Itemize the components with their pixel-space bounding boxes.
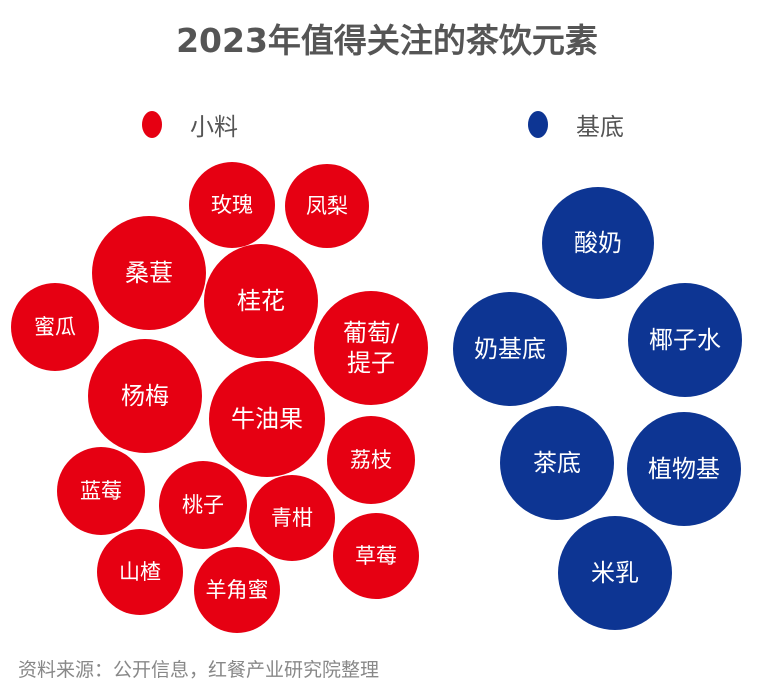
bubble-label: 牛油果 bbox=[231, 405, 303, 433]
bubble-label: 葡萄/提子 bbox=[342, 319, 400, 377]
bubble-label: 荔枝 bbox=[350, 447, 392, 472]
bubble-label: 凤梨 bbox=[306, 193, 348, 218]
bubble-circle bbox=[97, 529, 183, 615]
bubble-label: 米乳 bbox=[591, 559, 639, 587]
bubble-label: 玫瑰 bbox=[211, 192, 253, 217]
bubble-circle bbox=[88, 339, 202, 453]
bubble-label: 蓝莓 bbox=[80, 478, 122, 503]
bubble-circle bbox=[628, 283, 742, 397]
bubble-label: 蜜瓜 bbox=[34, 314, 76, 339]
legend-marker bbox=[528, 111, 548, 138]
bubble-circle bbox=[333, 513, 419, 599]
bubble-circle bbox=[194, 547, 280, 633]
bubble-circle bbox=[189, 162, 275, 248]
legend-item-base: 基底 bbox=[528, 107, 624, 142]
bubble-label: 草莓 bbox=[355, 543, 397, 568]
bubble-label: 青柑 bbox=[271, 505, 313, 530]
bubble-circle bbox=[159, 461, 247, 549]
bubble-circle bbox=[285, 164, 369, 248]
source-note: 资料来源：公开信息，红餐产业研究院整理 bbox=[18, 659, 380, 681]
bubble-label: 植物基 bbox=[648, 455, 720, 483]
bubble-circle bbox=[92, 216, 206, 330]
bubble-circle bbox=[542, 187, 654, 299]
bubble-circle bbox=[558, 516, 672, 630]
bubble-label: 椰子水 bbox=[649, 326, 721, 354]
bubble-circle bbox=[327, 416, 415, 504]
chart-title: 2023年值得关注的茶饮元素 bbox=[176, 21, 598, 60]
bubble-circle bbox=[204, 244, 318, 358]
legend-marker bbox=[142, 111, 162, 138]
legend-item-toppings: 小料 bbox=[142, 107, 238, 142]
bubble-label: 酸奶 bbox=[574, 229, 622, 257]
bubble-label: 羊角蜜 bbox=[205, 577, 269, 602]
legend-label: 基底 bbox=[576, 113, 624, 141]
bubble-circle bbox=[314, 291, 428, 405]
bubble-label: 桂花 bbox=[237, 287, 285, 315]
bubble-label: 杨梅 bbox=[121, 382, 169, 410]
bubble-circle bbox=[453, 292, 567, 406]
bubble-label: 茶底 bbox=[533, 449, 581, 477]
bubble-circle bbox=[500, 406, 614, 520]
bubble-circle bbox=[209, 361, 325, 477]
bubble-label: 桑葚 bbox=[125, 259, 173, 287]
bubble-circle bbox=[249, 475, 335, 561]
bubble-circle bbox=[627, 412, 741, 526]
bubble-label: 山楂 bbox=[119, 559, 161, 584]
bubble-circle bbox=[11, 283, 99, 371]
bubble-circle bbox=[57, 447, 145, 535]
bubble-label: 奶基底 bbox=[474, 335, 546, 363]
legend-label: 小料 bbox=[190, 113, 238, 141]
bubble-label: 桃子 bbox=[182, 492, 224, 517]
